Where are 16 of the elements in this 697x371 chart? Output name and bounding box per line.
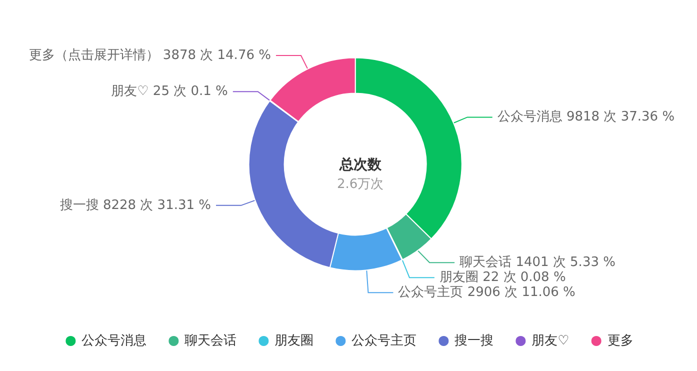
text: 2.6万次 xyxy=(336,177,384,192)
data-label: 公众号消息 9818 次 37.36 % xyxy=(497,110,675,125)
data-label: 朋友♡ 25 次 0.1 % xyxy=(111,84,228,100)
legend-label: 公众号消息 xyxy=(82,334,147,348)
legend-label: 搜一搜 xyxy=(454,334,494,348)
legend-label: 朋友圈 xyxy=(274,334,314,348)
legend-label: 聊天会话 xyxy=(184,334,237,348)
data-label: 朋友圈 22 次 0.08 % xyxy=(439,270,566,286)
data-label: 公众号主页 2906 次 11.06 % xyxy=(398,284,576,300)
data-label: 聊天会话 1401 次 5.33 % xyxy=(460,255,616,270)
data-label: 更多（点击展开详情） 3878 次 14.76 % xyxy=(28,48,271,64)
legend-label: 朋友♡ xyxy=(532,334,570,348)
legend-label: 公众号主页 xyxy=(352,332,417,348)
text: 总次数 xyxy=(338,157,382,173)
legend-label: 更多 xyxy=(607,334,634,348)
data-label: 搜一搜 8228 次 31.31 % xyxy=(60,198,212,213)
